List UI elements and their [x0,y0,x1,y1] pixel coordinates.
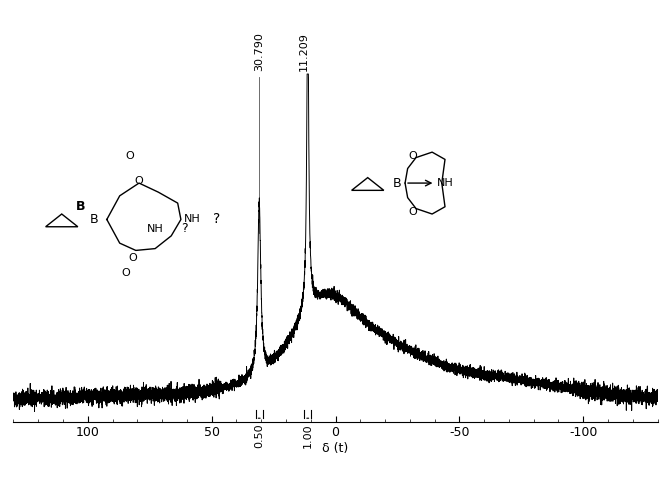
X-axis label: δ (t): δ (t) [322,442,349,455]
Text: B: B [90,213,98,226]
Text: ?: ? [181,222,187,235]
Text: 1.00: 1.00 [303,423,313,448]
Text: O: O [128,253,137,262]
Text: B: B [76,200,86,213]
Text: 30.790: 30.790 [254,32,264,71]
Text: 11.209: 11.209 [299,32,309,71]
Text: NH: NH [184,215,201,225]
Text: B: B [393,177,401,190]
Text: 0.50: 0.50 [254,423,264,448]
Text: O: O [121,268,131,278]
Text: O: O [135,176,144,186]
Text: NH: NH [437,178,454,188]
Text: ?: ? [213,213,220,227]
Text: O: O [409,207,417,217]
Text: O: O [125,151,134,161]
Text: NH: NH [147,224,164,234]
Text: O: O [409,151,417,161]
